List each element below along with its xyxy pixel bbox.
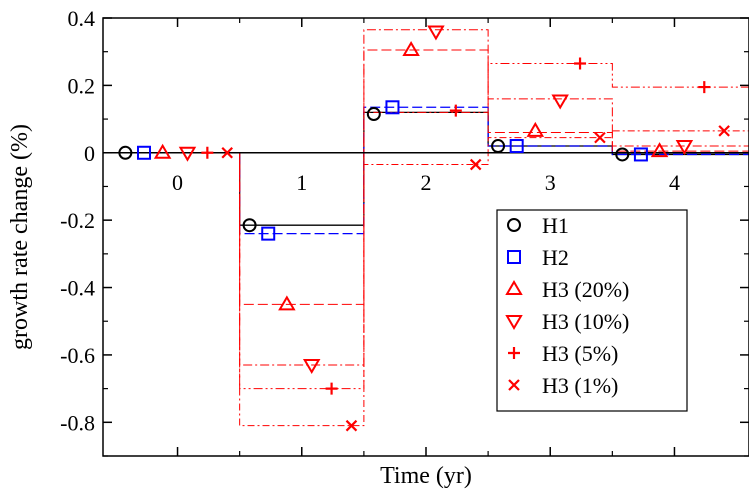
data-point	[551, 94, 569, 110]
legend-marker	[508, 379, 520, 391]
axis-ticks: 0 1 2 3 4 0.4 0.2 0 -0.2 -0.4 -0.6 -0.8	[60, 6, 749, 457]
data-point	[118, 145, 133, 160]
x-tick-label: 2	[421, 170, 432, 195]
data-point	[718, 125, 730, 137]
legend-label: H3 (1%)	[542, 373, 618, 398]
step-line	[115, 29, 749, 366]
legend-marker	[505, 315, 523, 330]
y-tick-label: -0.6	[60, 343, 95, 368]
data-point	[153, 143, 172, 159]
data-point	[366, 107, 381, 122]
data-point	[385, 100, 400, 115]
x-tick-label: 1	[296, 170, 307, 195]
y-tick-label: -0.4	[60, 276, 95, 301]
legend-label: H1	[542, 213, 569, 238]
data-point	[345, 419, 358, 432]
data-point	[594, 131, 606, 144]
data-point	[574, 57, 587, 70]
legend-marker	[508, 347, 520, 359]
legend-marker	[507, 250, 521, 264]
y-tick-label: 0	[84, 141, 95, 166]
legend-label: H3 (5%)	[542, 341, 618, 366]
data-point	[278, 295, 296, 311]
legend-label: H3 (20%)	[542, 277, 629, 302]
data-point	[469, 158, 482, 171]
x-tick-label: 0	[172, 170, 183, 195]
y-tick-label: 0.2	[68, 73, 96, 98]
data-point	[302, 359, 321, 375]
data-point	[650, 142, 669, 158]
y-axis-label: growth rate change (%)	[7, 124, 33, 350]
data-point	[402, 41, 420, 57]
data-point	[136, 145, 151, 160]
legend-label: H3 (10%)	[542, 309, 629, 334]
data-point	[325, 382, 338, 395]
data-point	[633, 147, 648, 162]
data-markers	[118, 25, 730, 432]
legend-marker	[507, 218, 521, 232]
legend: H1 H2 H3 (20%) H3 (10%) H3 (5%) H3 (1%)	[496, 209, 688, 412]
step-lines	[115, 29, 749, 427]
y-tick-label: 0.4	[68, 6, 96, 31]
legend-marker	[505, 280, 523, 295]
data-point	[509, 139, 524, 154]
data-point	[261, 226, 276, 241]
data-point	[221, 146, 234, 159]
data-point	[201, 146, 214, 159]
x-tick-label: 3	[545, 170, 556, 195]
x-axis-label: Time (yr)	[380, 463, 472, 489]
legend-label: H2	[542, 245, 569, 270]
data-point	[698, 81, 711, 94]
y-tick-label: -0.8	[60, 410, 95, 435]
data-point	[427, 25, 445, 41]
step-line	[115, 130, 749, 427]
x-tick-label: 4	[669, 170, 680, 195]
data-point	[178, 146, 197, 162]
data-point	[615, 147, 630, 162]
data-point	[491, 139, 506, 154]
step-line	[115, 111, 749, 226]
data-point	[449, 104, 462, 117]
data-point	[526, 121, 545, 137]
data-point	[242, 218, 257, 233]
data-point	[675, 140, 694, 156]
legend-box	[496, 209, 688, 412]
y-tick-label: -0.2	[60, 208, 95, 233]
